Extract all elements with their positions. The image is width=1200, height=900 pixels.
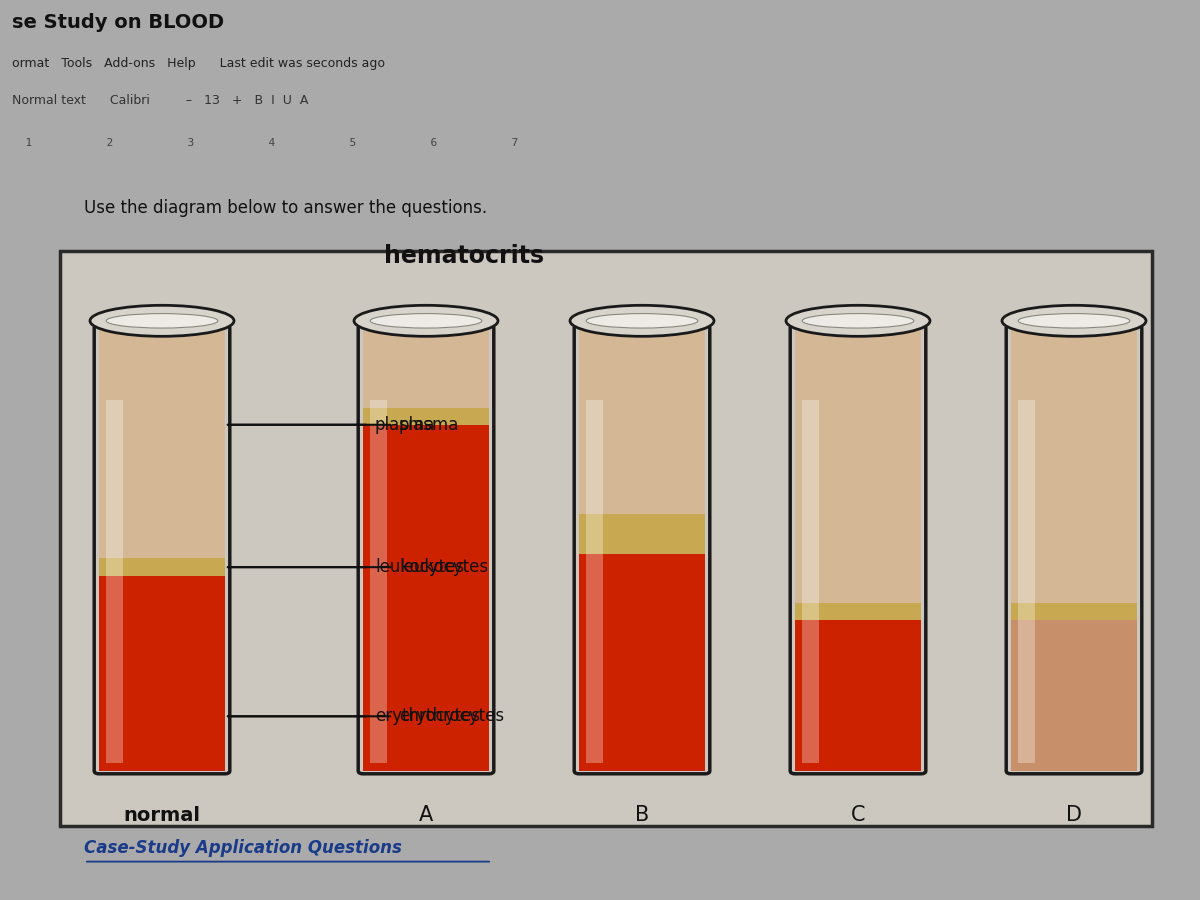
Text: leukocytes: leukocytes [398, 558, 488, 576]
Text: hematocrits: hematocrits [384, 244, 544, 268]
Text: plasma: plasma [374, 416, 436, 434]
Ellipse shape [1002, 305, 1146, 337]
Bar [1010, 603, 1138, 620]
Bar [580, 328, 706, 514]
Bar [796, 603, 922, 620]
Ellipse shape [786, 305, 930, 337]
Ellipse shape [1019, 313, 1130, 328]
Bar [364, 426, 490, 770]
FancyBboxPatch shape [60, 250, 1152, 826]
Ellipse shape [90, 305, 234, 337]
Bar [370, 400, 386, 763]
Text: Normal text      Calibri         –   13   +   B  I  U  A: Normal text Calibri – 13 + B I U A [12, 94, 308, 107]
Text: A: A [419, 806, 433, 825]
Bar [796, 328, 922, 603]
Ellipse shape [570, 305, 714, 337]
Text: ormat   Tools   Add-ons   Help      Last edit was seconds ago: ormat Tools Add-ons Help Last edit was s… [12, 57, 385, 69]
Bar [100, 576, 226, 770]
Bar [100, 558, 226, 576]
Text: D: D [1066, 806, 1082, 825]
Text: se Study on BLOOD: se Study on BLOOD [12, 13, 224, 32]
Text: 1           2           3           4           5           6           7: 1 2 3 4 5 6 7 [12, 138, 518, 148]
Text: plasma: plasma [398, 416, 460, 434]
Text: C: C [851, 806, 865, 825]
Bar [1010, 328, 1138, 603]
Bar [1010, 620, 1138, 770]
Ellipse shape [370, 313, 482, 328]
Text: normal: normal [124, 806, 200, 824]
Text: leukocytes: leukocytes [374, 558, 464, 576]
Text: Use the diagram below to answer the questions.: Use the diagram below to answer the ques… [84, 199, 487, 217]
Ellipse shape [354, 305, 498, 337]
Bar [587, 400, 602, 763]
Text: B: B [635, 806, 649, 825]
Bar [796, 620, 922, 770]
Text: erythrocytes: erythrocytes [398, 707, 504, 725]
Bar [580, 554, 706, 770]
Ellipse shape [803, 313, 914, 328]
Bar [107, 400, 122, 763]
Bar [1019, 400, 1034, 763]
Text: Case-Study Application Questions: Case-Study Application Questions [84, 840, 402, 858]
Ellipse shape [106, 313, 218, 328]
Bar [364, 328, 490, 408]
Bar [364, 408, 490, 426]
Bar [802, 400, 818, 763]
Ellipse shape [587, 313, 698, 328]
Bar [580, 514, 706, 554]
Bar [100, 328, 226, 558]
Text: erythrocytes: erythrocytes [374, 707, 480, 725]
